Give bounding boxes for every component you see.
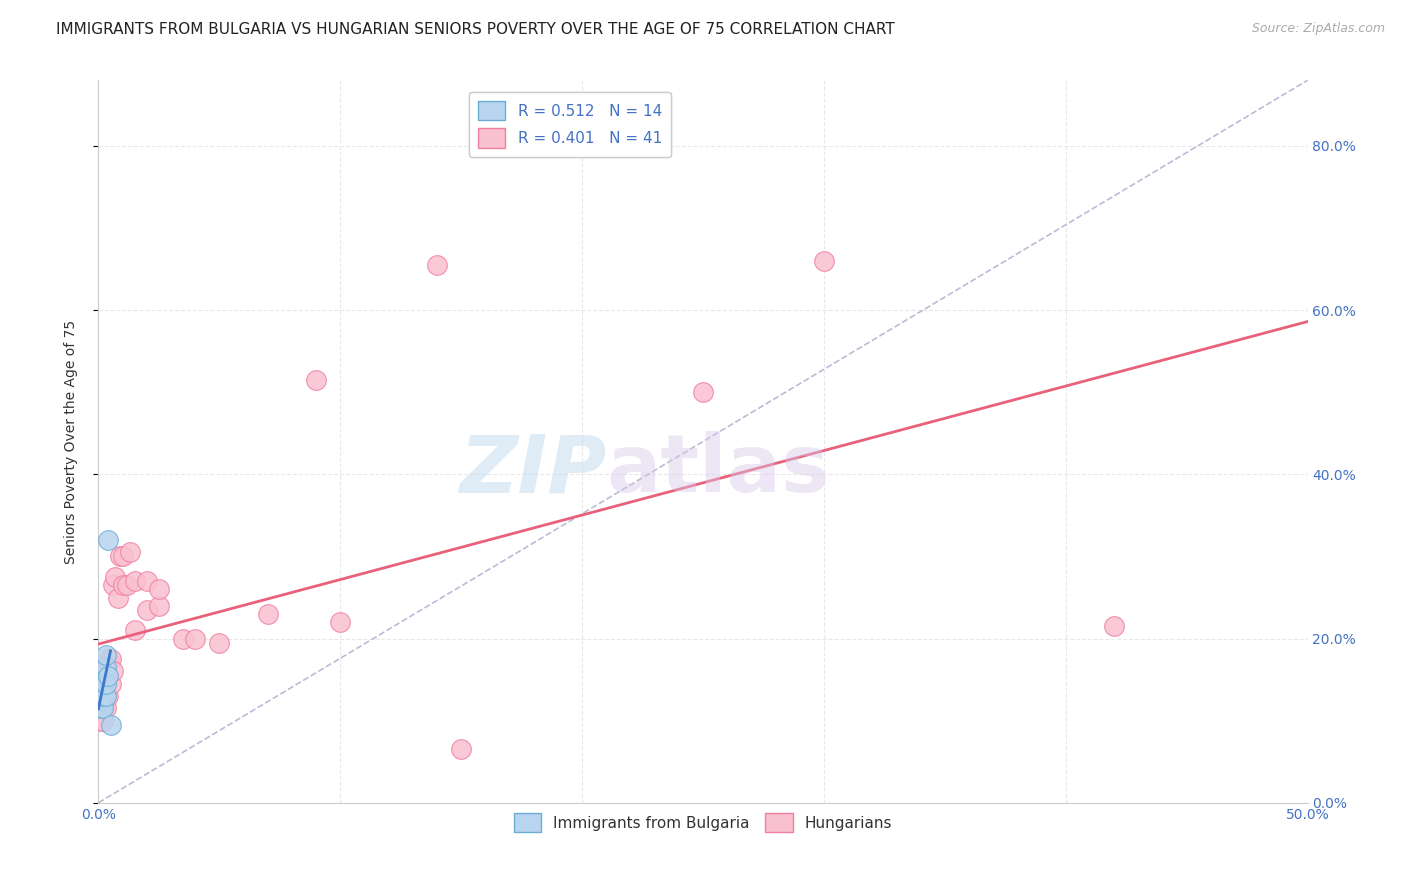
- Point: [108, 549, 131, 564]
- Point: [148, 599, 170, 613]
- Point: [426, 258, 449, 272]
- Text: IMMIGRANTS FROM BULGARIA VS HUNGARIAN SENIORS POVERTY OVER THE AGE OF 75 CORRELA: IMMIGRANTS FROM BULGARIA VS HUNGARIAN SE…: [56, 22, 896, 37]
- Point: [90, 701, 112, 715]
- Point: [256, 607, 278, 621]
- Point: [100, 677, 122, 691]
- Point: [94, 665, 117, 679]
- Point: [97, 668, 120, 682]
- Point: [94, 648, 117, 662]
- Point: [692, 385, 714, 400]
- Point: [450, 742, 472, 756]
- Point: [91, 689, 114, 703]
- Point: [90, 714, 112, 728]
- Point: [90, 677, 112, 691]
- Point: [172, 632, 194, 646]
- Point: [107, 591, 129, 605]
- Point: [91, 701, 114, 715]
- Point: [148, 582, 170, 597]
- Point: [91, 668, 114, 682]
- Point: [94, 677, 117, 691]
- Point: [90, 693, 112, 707]
- Point: [117, 578, 139, 592]
- Text: ZIP: ZIP: [458, 432, 606, 509]
- Point: [101, 578, 124, 592]
- Point: [91, 677, 114, 691]
- Point: [90, 701, 112, 715]
- Point: [111, 578, 134, 592]
- Point: [94, 689, 117, 703]
- Point: [329, 615, 352, 630]
- Point: [94, 677, 117, 691]
- Point: [184, 632, 207, 646]
- Point: [91, 677, 114, 691]
- Point: [94, 701, 117, 715]
- Text: Source: ZipAtlas.com: Source: ZipAtlas.com: [1251, 22, 1385, 36]
- Point: [208, 636, 231, 650]
- Point: [90, 689, 112, 703]
- Point: [97, 689, 120, 703]
- Point: [91, 701, 114, 715]
- Point: [124, 624, 146, 638]
- Point: [91, 665, 114, 679]
- Point: [118, 545, 141, 559]
- Point: [94, 689, 117, 703]
- Legend: Immigrants from Bulgaria, Hungarians: Immigrants from Bulgaria, Hungarians: [508, 806, 898, 838]
- Point: [97, 652, 120, 666]
- Point: [111, 549, 134, 564]
- Y-axis label: Seniors Poverty Over the Age of 75: Seniors Poverty Over the Age of 75: [63, 319, 77, 564]
- Point: [94, 660, 117, 674]
- Point: [100, 652, 122, 666]
- Point: [104, 570, 127, 584]
- Point: [135, 603, 157, 617]
- Text: atlas: atlas: [606, 432, 830, 509]
- Point: [305, 373, 328, 387]
- Point: [90, 685, 112, 699]
- Point: [124, 574, 146, 588]
- Point: [100, 718, 122, 732]
- Point: [813, 253, 835, 268]
- Point: [97, 668, 120, 682]
- Point: [135, 574, 157, 588]
- Point: [1102, 619, 1125, 633]
- Point: [97, 533, 120, 547]
- Point: [91, 689, 114, 703]
- Point: [101, 665, 124, 679]
- Point: [91, 714, 114, 728]
